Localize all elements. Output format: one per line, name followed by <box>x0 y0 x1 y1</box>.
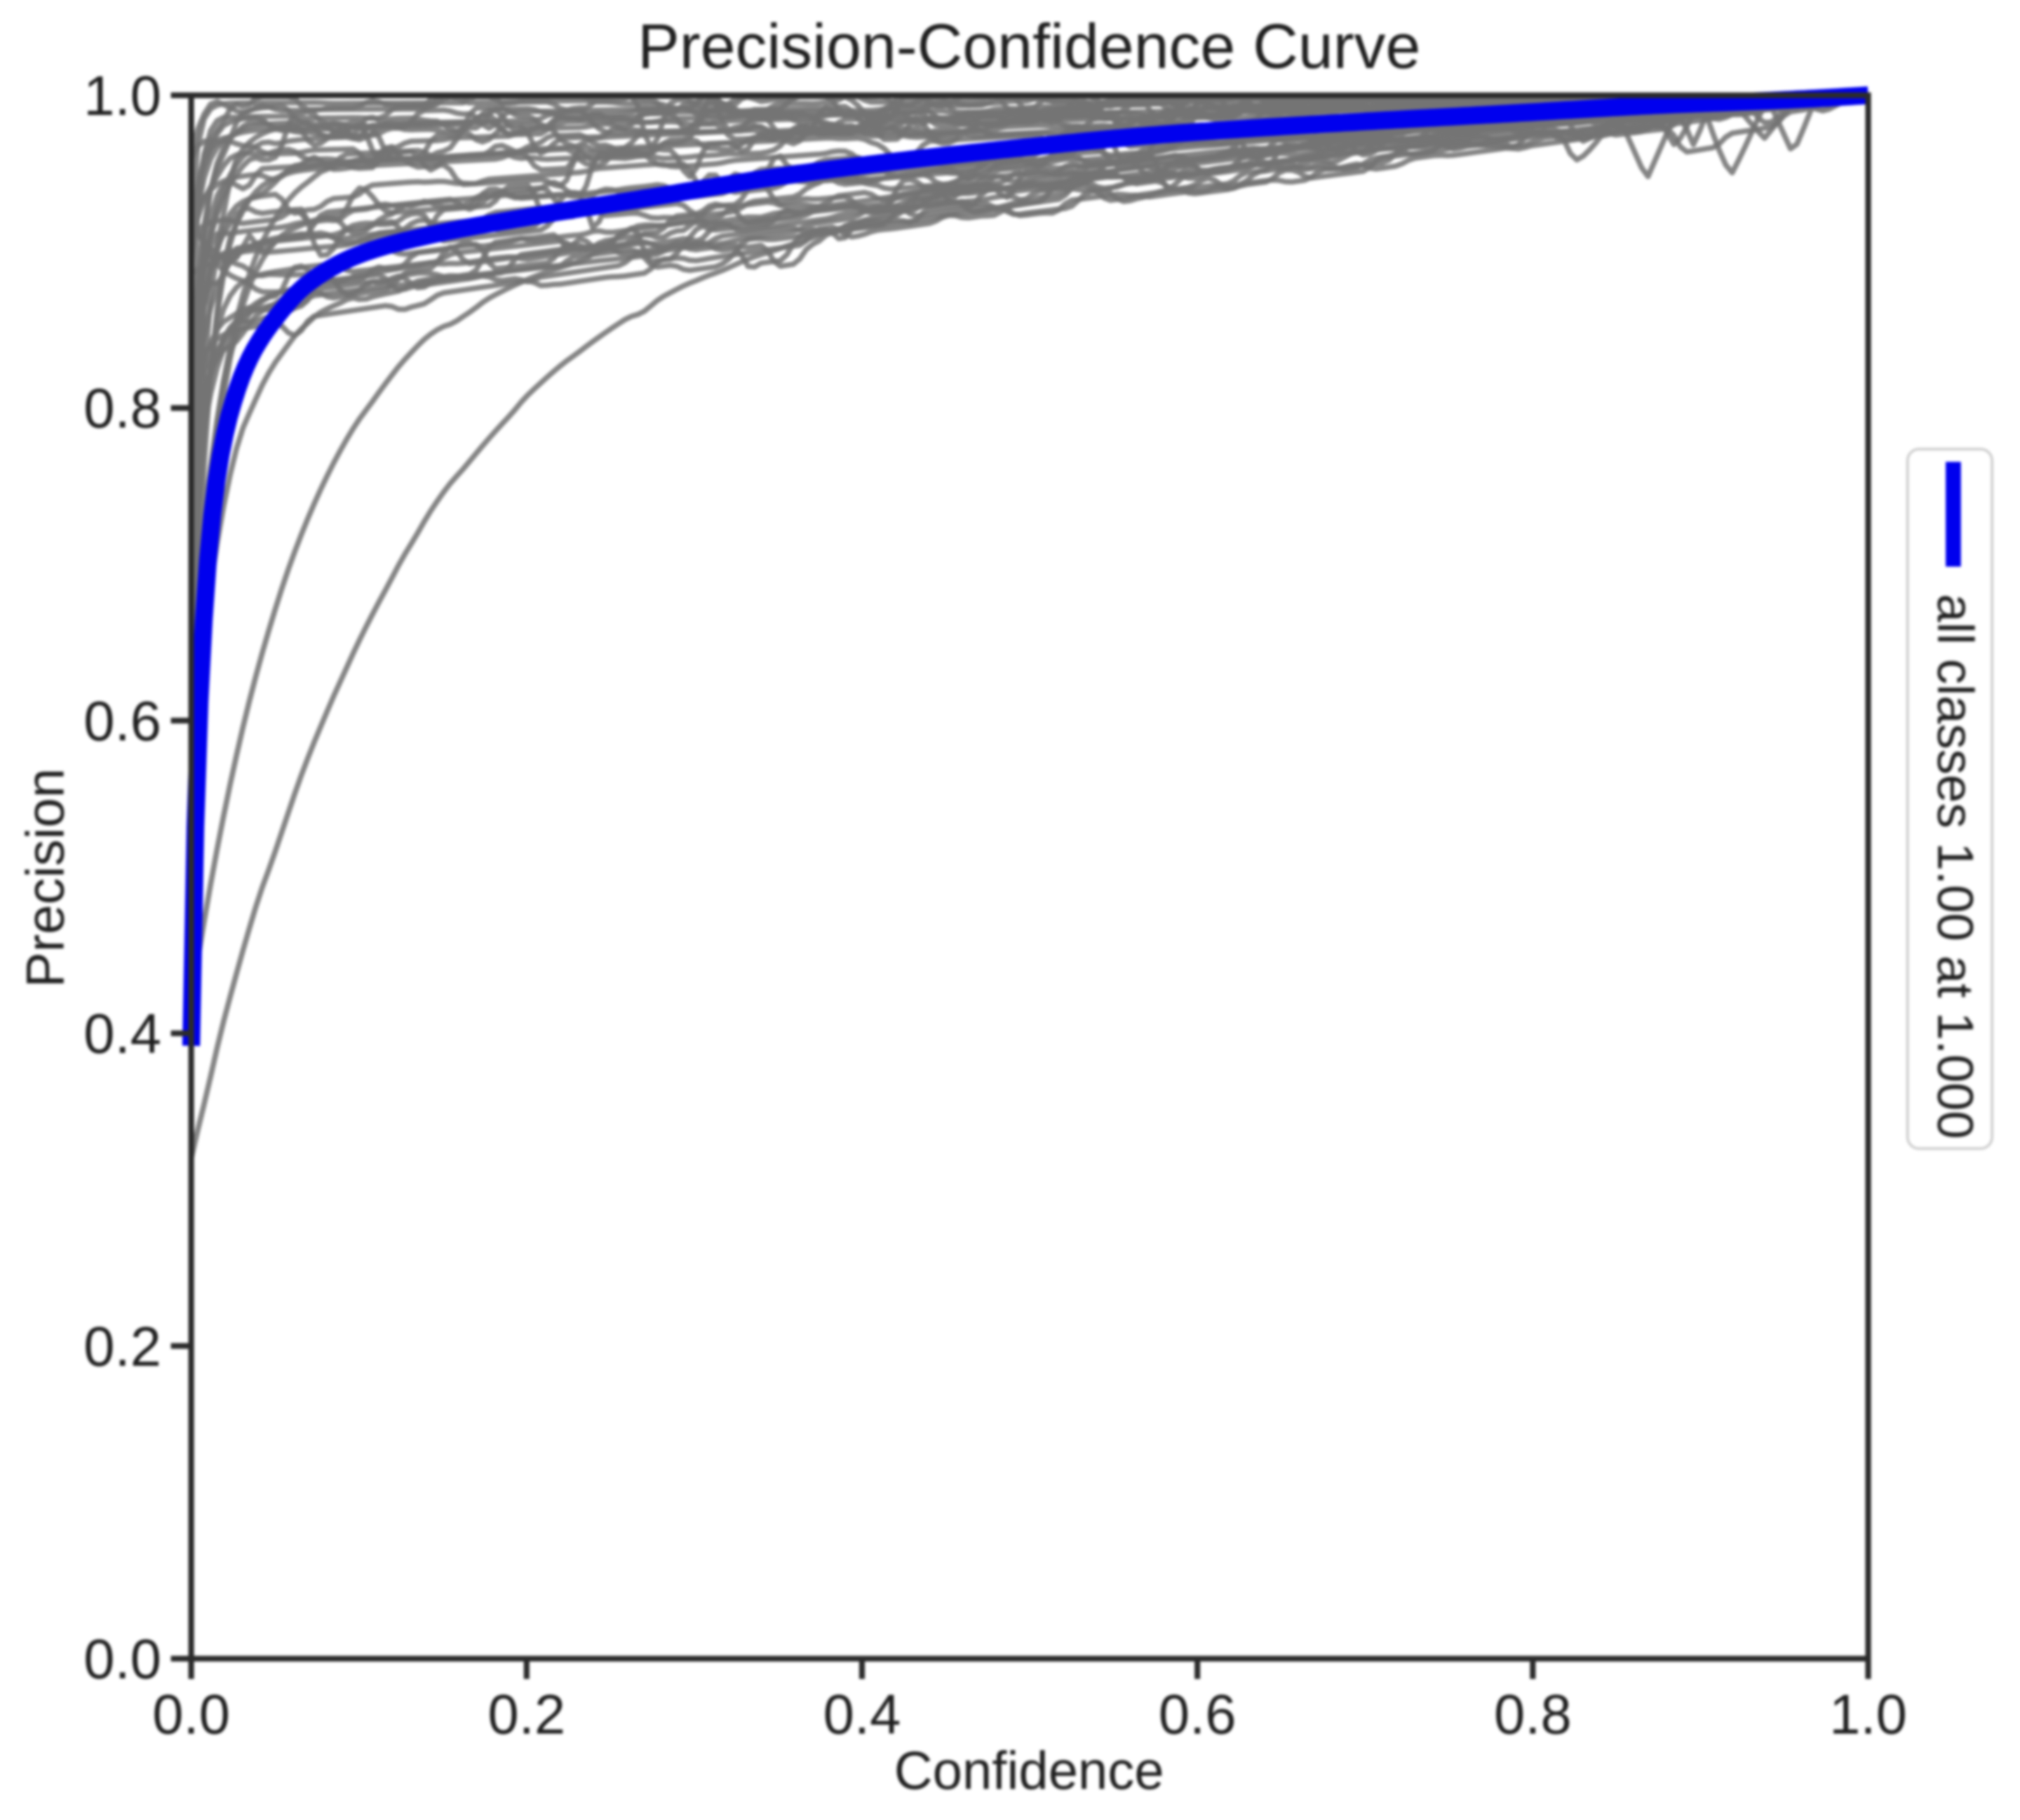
svg-text:0.0: 0.0 <box>152 1683 230 1746</box>
svg-text:0.8: 0.8 <box>1494 1683 1572 1746</box>
svg-text:0.6: 0.6 <box>1159 1683 1236 1746</box>
svg-text:1.0: 1.0 <box>84 64 161 127</box>
svg-text:0.4: 0.4 <box>823 1683 901 1746</box>
svg-text:1.0: 1.0 <box>1829 1683 1907 1746</box>
svg-text:all classes 1.00 at 1.000: all classes 1.00 at 1.000 <box>1927 594 1984 1139</box>
svg-text:Precision: Precision <box>15 768 75 987</box>
svg-text:Confidence: Confidence <box>894 1741 1164 1800</box>
svg-text:0.6: 0.6 <box>84 689 161 752</box>
svg-text:0.4: 0.4 <box>84 1002 161 1065</box>
svg-text:0.2: 0.2 <box>84 1315 161 1378</box>
svg-text:0.2: 0.2 <box>488 1683 565 1746</box>
svg-text:0.0: 0.0 <box>84 1628 161 1690</box>
svg-text:0.8: 0.8 <box>84 377 161 440</box>
svg-text:Precision-Confidence Curve: Precision-Confidence Curve <box>638 11 1421 81</box>
